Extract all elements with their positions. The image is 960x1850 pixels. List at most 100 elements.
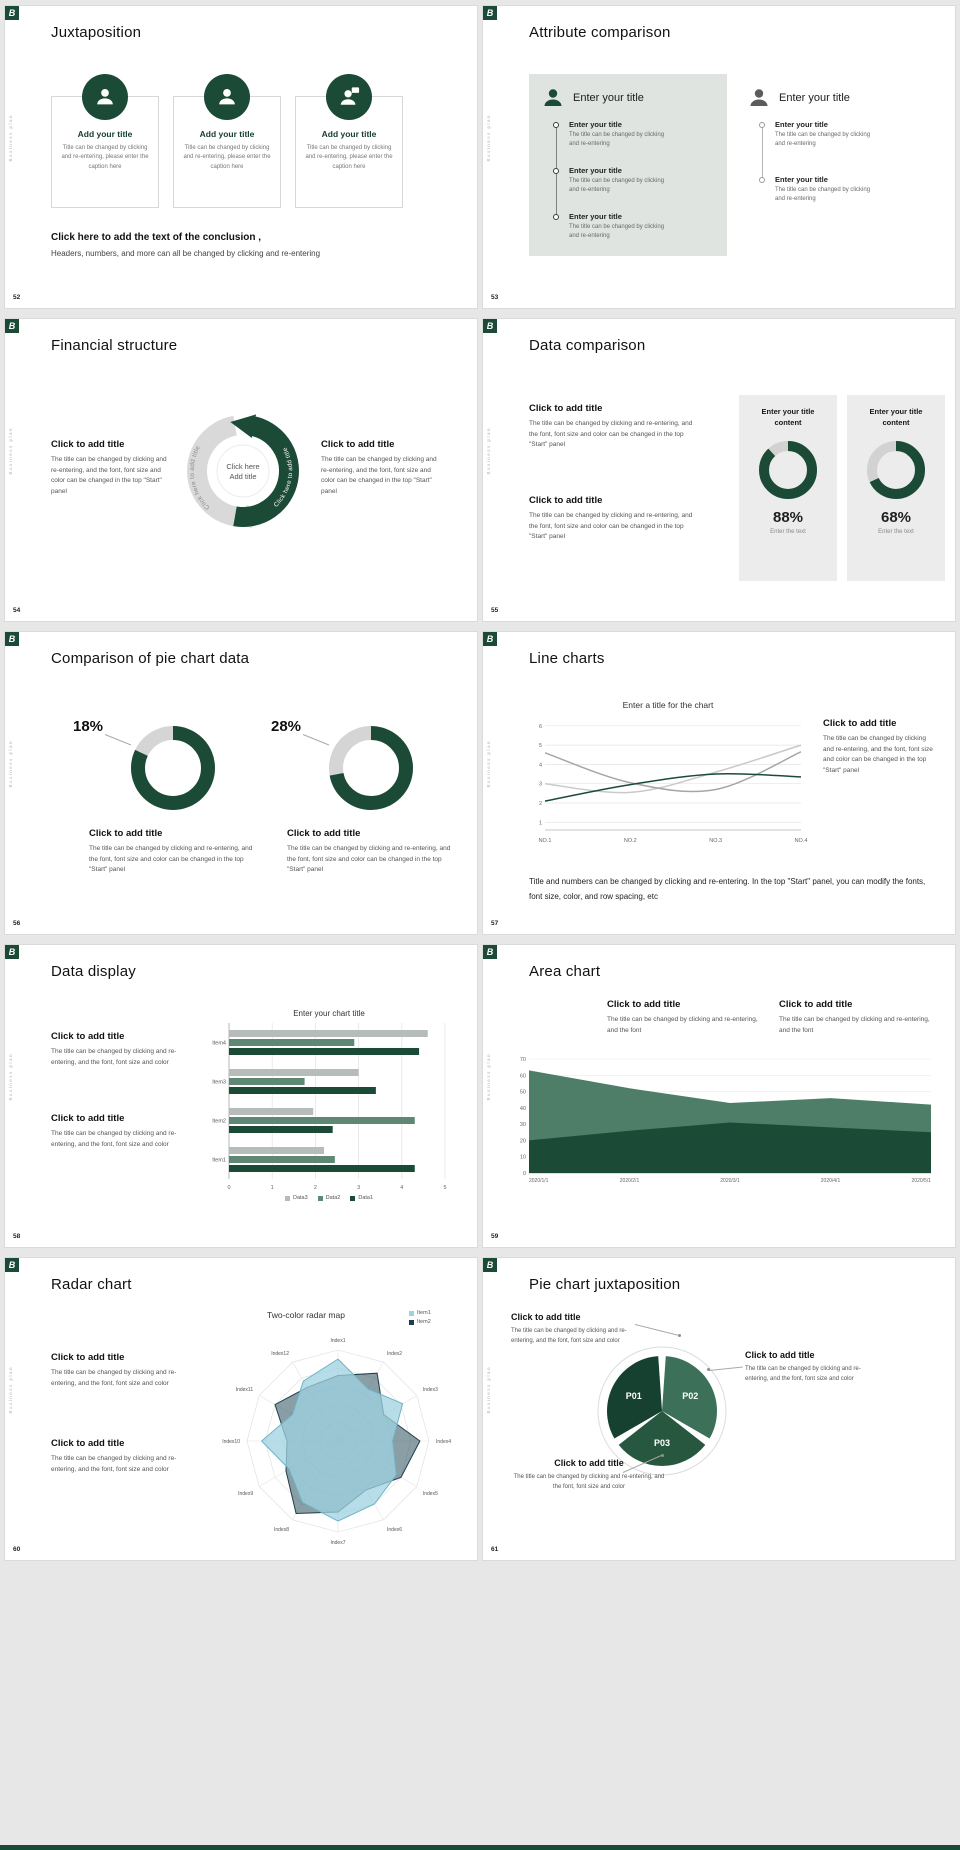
brand-logo: B bbox=[5, 319, 19, 333]
slide-title: Attribute comparison bbox=[529, 24, 671, 41]
legend-swatch bbox=[317, 1195, 323, 1201]
block-title: Click to add title bbox=[51, 1352, 125, 1363]
slide-thumbnail-61[interactable]: B Business plan Pie chart juxtaposition … bbox=[483, 1258, 955, 1560]
svg-text:Index1: Index1 bbox=[330, 1338, 345, 1344]
legend-label: Data2 bbox=[325, 1195, 341, 1201]
callout-right: Click to add title The title can be chan… bbox=[745, 1350, 865, 1385]
slide-thumbnail-58[interactable]: B Business plan Data display Click to ad… bbox=[5, 945, 477, 1247]
slide-thumbnail-53[interactable]: B Business plan Attribute comparison Ent… bbox=[483, 6, 955, 308]
slide-title: Comparison of pie chart data bbox=[51, 650, 250, 667]
timeline-item: Enter your title The title can be change… bbox=[553, 166, 715, 195]
card-caption: Title can be changed by clicking and re-… bbox=[183, 145, 271, 170]
block-title: Click to add title bbox=[607, 999, 681, 1010]
leader-line bbox=[302, 734, 330, 746]
slide-title: Pie chart juxtaposition bbox=[529, 1276, 681, 1293]
slide-number: 59 bbox=[491, 1233, 499, 1240]
svg-text:60: 60 bbox=[520, 1073, 526, 1079]
svg-text:3: 3 bbox=[539, 782, 542, 788]
svg-text:4: 4 bbox=[400, 1185, 403, 1191]
center-label-line2: Add title bbox=[229, 472, 256, 481]
user-icon bbox=[541, 86, 565, 110]
block-body: The title can be changed by clicking and… bbox=[513, 1474, 665, 1490]
chart-legend: Data3 Data2 Data1 bbox=[203, 1195, 455, 1201]
legend-label: Item1 bbox=[417, 1310, 431, 1316]
slide-thumbnail-52[interactable]: B Business plan Juxtaposition Add your t… bbox=[5, 6, 477, 308]
radar-chart: Index1 Index2 Index3 Index4 Index5 Index6 Inde… bbox=[222, 1338, 451, 1546]
svg-text:P02: P02 bbox=[682, 1391, 698, 1401]
block-body: The title can be changed by clicking and… bbox=[823, 735, 933, 775]
svg-text:2020/4/1: 2020/4/1 bbox=[821, 1178, 841, 1184]
slide-title: Line charts bbox=[529, 650, 605, 667]
timeline-item-body: The title can be changed by clicking and… bbox=[775, 187, 871, 202]
legend-swatch bbox=[350, 1195, 356, 1201]
stat-percent: 68% bbox=[880, 508, 912, 526]
svg-text:30: 30 bbox=[520, 1122, 526, 1128]
slide-title: Data comparison bbox=[529, 337, 646, 354]
chart-title: Two-color radar map bbox=[267, 1310, 345, 1320]
block-title: Click to add title bbox=[287, 828, 361, 839]
brand-vertical-text: Business plan bbox=[8, 114, 13, 162]
slide-title: Data display bbox=[51, 963, 136, 980]
slide-thumbnail-60[interactable]: B Business plan Radar chart Click to add… bbox=[5, 1258, 477, 1560]
slide-number: 53 bbox=[491, 294, 499, 301]
brand-logo: B bbox=[5, 632, 19, 646]
block-body: The title can be changed by clicking and… bbox=[51, 1048, 177, 1066]
conclusion-text: Headers, numbers, and more can all be ch… bbox=[51, 249, 321, 258]
legend-swatch bbox=[284, 1195, 290, 1201]
page-footer-bar bbox=[0, 1845, 960, 1850]
svg-text:20: 20 bbox=[520, 1138, 526, 1144]
slide-thumbnail-54[interactable]: B Business plan Financial structure Clic… bbox=[5, 319, 477, 621]
svg-text:10: 10 bbox=[520, 1155, 526, 1161]
block-title: Click to add title bbox=[51, 1031, 125, 1042]
feature-card: Add your title Title can be changed by c… bbox=[51, 74, 159, 208]
timeline-item: Enter your title The title can be change… bbox=[759, 175, 921, 204]
feature-card: Add your title Title can be changed by c… bbox=[295, 74, 403, 208]
legend-label: Data1 bbox=[358, 1195, 374, 1201]
center-label-line1: Click here bbox=[226, 462, 259, 471]
timeline-item-title: Enter your title bbox=[775, 175, 828, 184]
leader-line bbox=[104, 734, 132, 746]
svg-text:5: 5 bbox=[539, 743, 542, 749]
text-block-1: Click to add title The title can be chan… bbox=[51, 1352, 193, 1389]
svg-text:0: 0 bbox=[523, 1171, 526, 1177]
text-block-2: Click to add title The title can be chan… bbox=[51, 1438, 193, 1475]
svg-text:Item3: Item3 bbox=[212, 1080, 226, 1086]
svg-text:Index11: Index11 bbox=[236, 1387, 254, 1393]
timeline-item: Enter your title The title can be change… bbox=[553, 212, 715, 241]
card-caption: Title can be changed by clicking and re-… bbox=[61, 145, 149, 170]
slide-thumbnail-59[interactable]: B Business plan Area chart Click to add … bbox=[483, 945, 955, 1247]
panel-header: Enter your title bbox=[541, 86, 715, 110]
slide-number: 61 bbox=[491, 1546, 499, 1553]
svg-text:Index4: Index4 bbox=[436, 1439, 451, 1445]
card-title: Add your title bbox=[321, 129, 377, 139]
svg-text:2020/2/1: 2020/2/1 bbox=[620, 1178, 640, 1184]
svg-text:Index7: Index7 bbox=[330, 1540, 345, 1546]
timeline-item-body: The title can be changed by clicking and… bbox=[569, 132, 665, 147]
donut-value-label: 28% bbox=[271, 718, 302, 735]
slide-thumbnail-57[interactable]: B Business plan Line charts Enter a titl… bbox=[483, 632, 955, 934]
block-body: The title can be changed by clicking and… bbox=[51, 456, 167, 496]
stat-heading: Enter your title content bbox=[869, 407, 923, 427]
brand-vertical-text: Business plan bbox=[8, 740, 13, 788]
timeline-node-icon bbox=[553, 168, 559, 174]
block-body: The title can be changed by clicking and… bbox=[529, 420, 693, 449]
timeline-node-icon bbox=[553, 214, 559, 220]
slide-thumbnail-56[interactable]: B Business plan Comparison of pie chart … bbox=[5, 632, 477, 934]
stat-heading: Enter your title content bbox=[761, 407, 815, 427]
chart-title: Enter your chart title bbox=[293, 1009, 365, 1018]
brand-logo: B bbox=[5, 1258, 19, 1272]
slide-number: 55 bbox=[491, 607, 499, 614]
brand-vertical-text: Business plan bbox=[486, 740, 491, 788]
slide-thumbnail-55[interactable]: B Business plan Data comparison Click to… bbox=[483, 319, 955, 621]
block-body: The title can be changed by clicking and… bbox=[529, 512, 693, 541]
svg-text:Index5: Index5 bbox=[423, 1491, 438, 1497]
feature-cards: Add your title Title can be changed by c… bbox=[51, 74, 403, 208]
text-block-2: Click to add title The title can be chan… bbox=[779, 999, 937, 1036]
text-block-right: Click to add title The title can be chan… bbox=[321, 439, 443, 498]
brand-logo: B bbox=[483, 632, 497, 646]
block-body: The title can be changed by clicking and… bbox=[51, 1369, 177, 1387]
block-title: Click to add title bbox=[529, 495, 603, 506]
svg-text:70: 70 bbox=[520, 1057, 526, 1063]
legend-entry: Item2 bbox=[409, 1319, 431, 1325]
